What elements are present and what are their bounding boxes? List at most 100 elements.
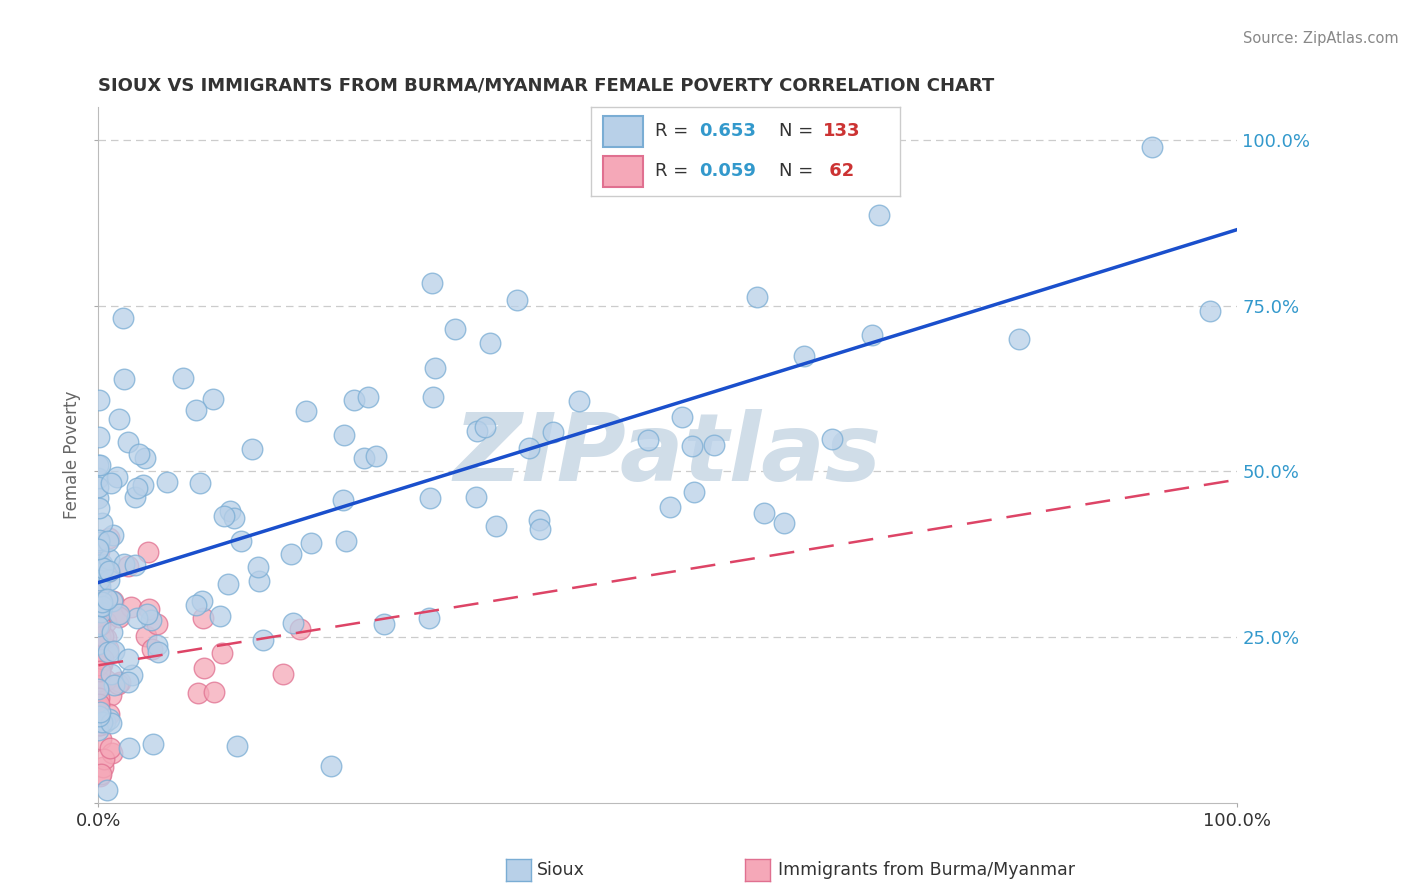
Point [117,675,139,690]
Point [89,533,111,547]
Point [87,636,110,650]
Point [444,322,467,336]
Point [89,718,111,732]
Point [107,607,129,621]
Point [90,586,112,600]
Point [87,714,110,728]
Point [506,293,529,307]
Point [87,458,110,473]
Point [373,616,395,631]
FancyBboxPatch shape [603,156,643,187]
Point [91,656,114,670]
Point [97,565,120,579]
Point [357,391,380,405]
Point [214,508,236,523]
Point [478,335,501,350]
Point [202,685,225,699]
Point [821,432,844,446]
Point [120,600,142,615]
Point [134,451,156,466]
Point [703,438,725,452]
Point [87,714,110,729]
Point [333,428,356,442]
Point [108,607,131,621]
Point [87,500,110,515]
Text: N =: N = [779,162,814,180]
Point [100,667,122,681]
Point [121,668,143,682]
Point [103,644,125,658]
Point [191,611,214,625]
Point [145,616,167,631]
Point [89,679,111,693]
Point [127,481,149,495]
Point [683,484,706,499]
Text: ZIPatlas: ZIPatlas [454,409,882,501]
Text: 62: 62 [823,162,853,180]
Point [299,536,322,550]
Point [97,531,120,545]
Point [117,651,139,665]
Point [89,649,111,664]
Point [87,618,110,632]
Point [517,442,540,456]
Point [568,393,591,408]
Point [101,593,124,607]
Point [89,769,111,783]
Point [87,658,110,673]
Point [89,665,111,679]
Point [87,575,110,590]
Point [420,276,443,290]
Y-axis label: Female Poverty: Female Poverty [63,391,82,519]
Point [208,609,231,624]
Point [127,611,149,625]
Point [91,652,114,666]
Point [111,310,134,325]
Point [156,475,179,489]
Point [96,592,118,607]
Point [772,516,794,531]
Point [146,639,169,653]
Point [128,447,150,461]
Point [527,513,550,527]
Point [823,140,845,154]
Point [94,673,117,687]
Point [96,782,118,797]
Point [172,371,194,385]
Point [91,629,114,643]
Point [280,547,302,561]
Point [87,543,110,558]
Point [87,584,110,599]
Point [201,392,224,407]
Point [138,544,160,558]
Point [90,714,112,729]
Point [136,607,159,622]
Point [98,574,121,588]
Point [252,633,274,648]
Point [107,412,129,426]
Point [353,450,375,465]
Point [97,707,120,722]
Point [108,674,131,689]
FancyBboxPatch shape [603,116,643,147]
Text: 0.653: 0.653 [699,122,755,140]
Point [246,560,269,574]
Point [222,510,245,524]
Point [97,642,120,657]
Point [87,597,110,611]
Point [103,594,125,608]
Point [97,533,120,548]
Text: SIOUX VS IMMIGRANTS FROM BURMA/MYANMAR FEMALE POVERTY CORRELATION CHART: SIOUX VS IMMIGRANTS FROM BURMA/MYANMAR F… [98,77,994,95]
Point [98,740,121,755]
Point [107,676,129,690]
Point [211,646,233,660]
Text: 133: 133 [823,122,860,140]
Point [860,328,883,343]
Point [87,480,110,494]
Point [107,469,129,483]
Point [112,557,135,571]
Point [91,760,114,774]
Point [89,630,111,644]
Point [87,691,110,706]
Point [89,573,111,587]
